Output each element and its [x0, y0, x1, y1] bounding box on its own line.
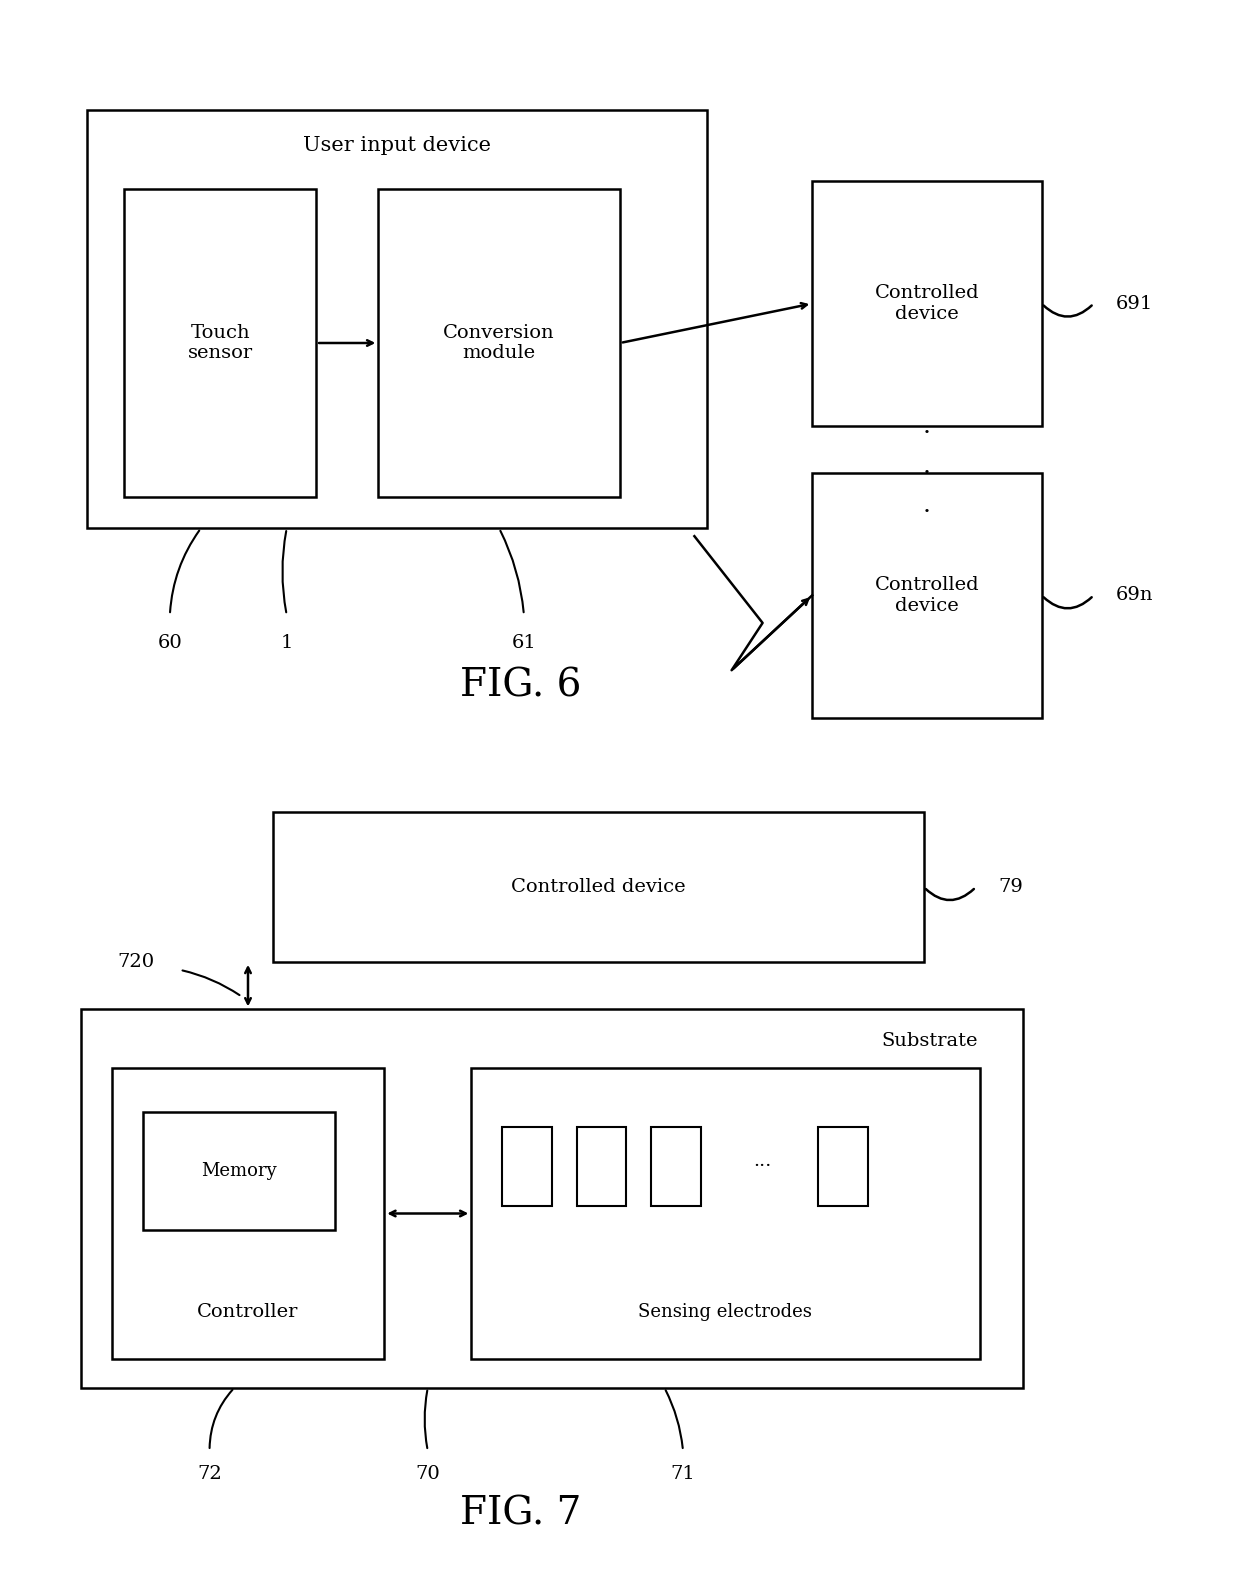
Bar	[112, 1068, 384, 1359]
Text: 720: 720	[118, 953, 155, 971]
Bar	[124, 189, 316, 497]
Bar	[87, 110, 707, 528]
Text: Sensing electrodes: Sensing electrodes	[639, 1303, 812, 1322]
Text: Controlled
device: Controlled device	[874, 284, 980, 323]
Text: ···: ···	[754, 1158, 771, 1175]
Text: 60: 60	[157, 634, 182, 653]
Bar	[471, 1068, 980, 1359]
Text: Substrate: Substrate	[882, 1031, 978, 1050]
Text: 61: 61	[512, 634, 536, 653]
Text: 691: 691	[1116, 295, 1153, 312]
Bar	[502, 1126, 552, 1205]
Text: ·: ·	[923, 462, 931, 484]
Bar	[378, 189, 620, 497]
Text: FIG. 7: FIG. 7	[460, 1495, 582, 1533]
Bar	[818, 1126, 868, 1205]
Bar	[577, 1126, 626, 1205]
Text: ·: ·	[923, 423, 931, 445]
Bar	[812, 473, 1042, 718]
Text: Controller: Controller	[197, 1303, 299, 1322]
Bar	[651, 1126, 701, 1205]
Text: ·: ·	[923, 501, 931, 524]
Text: Conversion
module: Conversion module	[443, 323, 556, 363]
Bar	[81, 1009, 1023, 1388]
Text: FIG. 6: FIG. 6	[460, 667, 582, 705]
Text: Controlled
device: Controlled device	[874, 576, 980, 615]
Text: Controlled device: Controlled device	[511, 878, 686, 896]
Text: 72: 72	[197, 1465, 222, 1484]
Bar	[143, 1112, 335, 1230]
Text: 79: 79	[998, 878, 1023, 896]
Text: 70: 70	[415, 1465, 440, 1484]
Bar	[812, 181, 1042, 426]
Bar	[273, 812, 924, 962]
Text: 71: 71	[671, 1465, 696, 1484]
Text: 1: 1	[280, 634, 293, 653]
Text: User input device: User input device	[303, 136, 491, 155]
Text: Memory: Memory	[201, 1162, 277, 1180]
Text: 69n: 69n	[1116, 587, 1153, 604]
Text: Touch
sensor: Touch sensor	[187, 323, 253, 363]
